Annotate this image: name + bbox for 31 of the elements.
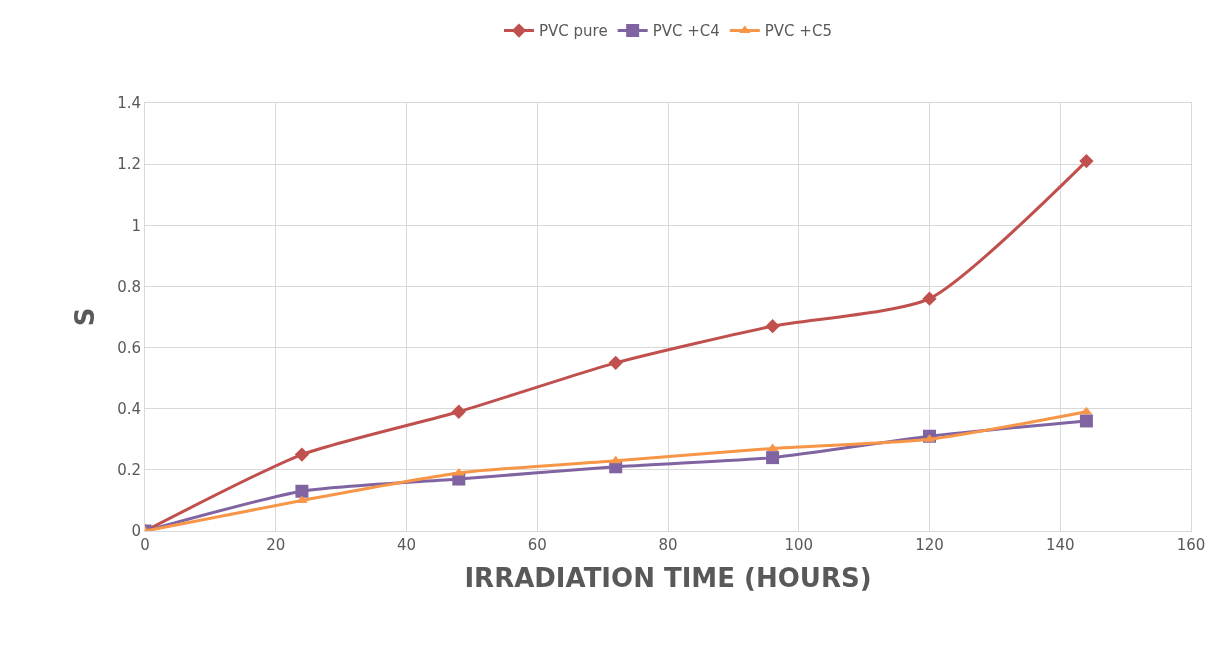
point xyxy=(922,291,937,306)
x-tick-label: 140 xyxy=(1045,536,1075,554)
point xyxy=(295,484,309,498)
y-tick-label: 1.4 xyxy=(117,94,141,113)
y-tick-label: 0.6 xyxy=(117,338,141,357)
y-tick-label: 0 xyxy=(131,522,141,541)
x-tick-label: 100 xyxy=(784,536,814,554)
legend-label: PVC +C5 xyxy=(764,22,832,41)
x-tick-label: 20 xyxy=(266,536,286,554)
x-tick-label: 60 xyxy=(527,536,547,554)
x-tick-label: 120 xyxy=(915,536,944,554)
legend-label: PVC pure xyxy=(539,22,608,41)
point xyxy=(294,447,310,462)
y-tick-label: 1.2 xyxy=(117,155,141,174)
point xyxy=(1079,414,1093,428)
point xyxy=(453,467,465,476)
y-tick-label: 1 xyxy=(131,216,141,235)
point xyxy=(765,319,780,334)
point xyxy=(766,451,780,465)
x-tick-label: 160 xyxy=(1176,536,1206,554)
y-axis-title: S xyxy=(69,307,100,327)
y-tick-label: 0.8 xyxy=(117,277,141,296)
point xyxy=(451,404,466,419)
legend-label: PVC +C4 xyxy=(652,22,720,41)
y-tick-label: 0.2 xyxy=(117,461,141,480)
x-axis-title: IRRADIATION TIME (HOURS) xyxy=(464,562,872,593)
point xyxy=(608,355,623,371)
x-tick-label: 40 xyxy=(396,536,417,554)
x-tick-label: 80 xyxy=(658,536,678,554)
point xyxy=(1079,153,1094,169)
y-tick-label: 0.4 xyxy=(117,399,141,418)
